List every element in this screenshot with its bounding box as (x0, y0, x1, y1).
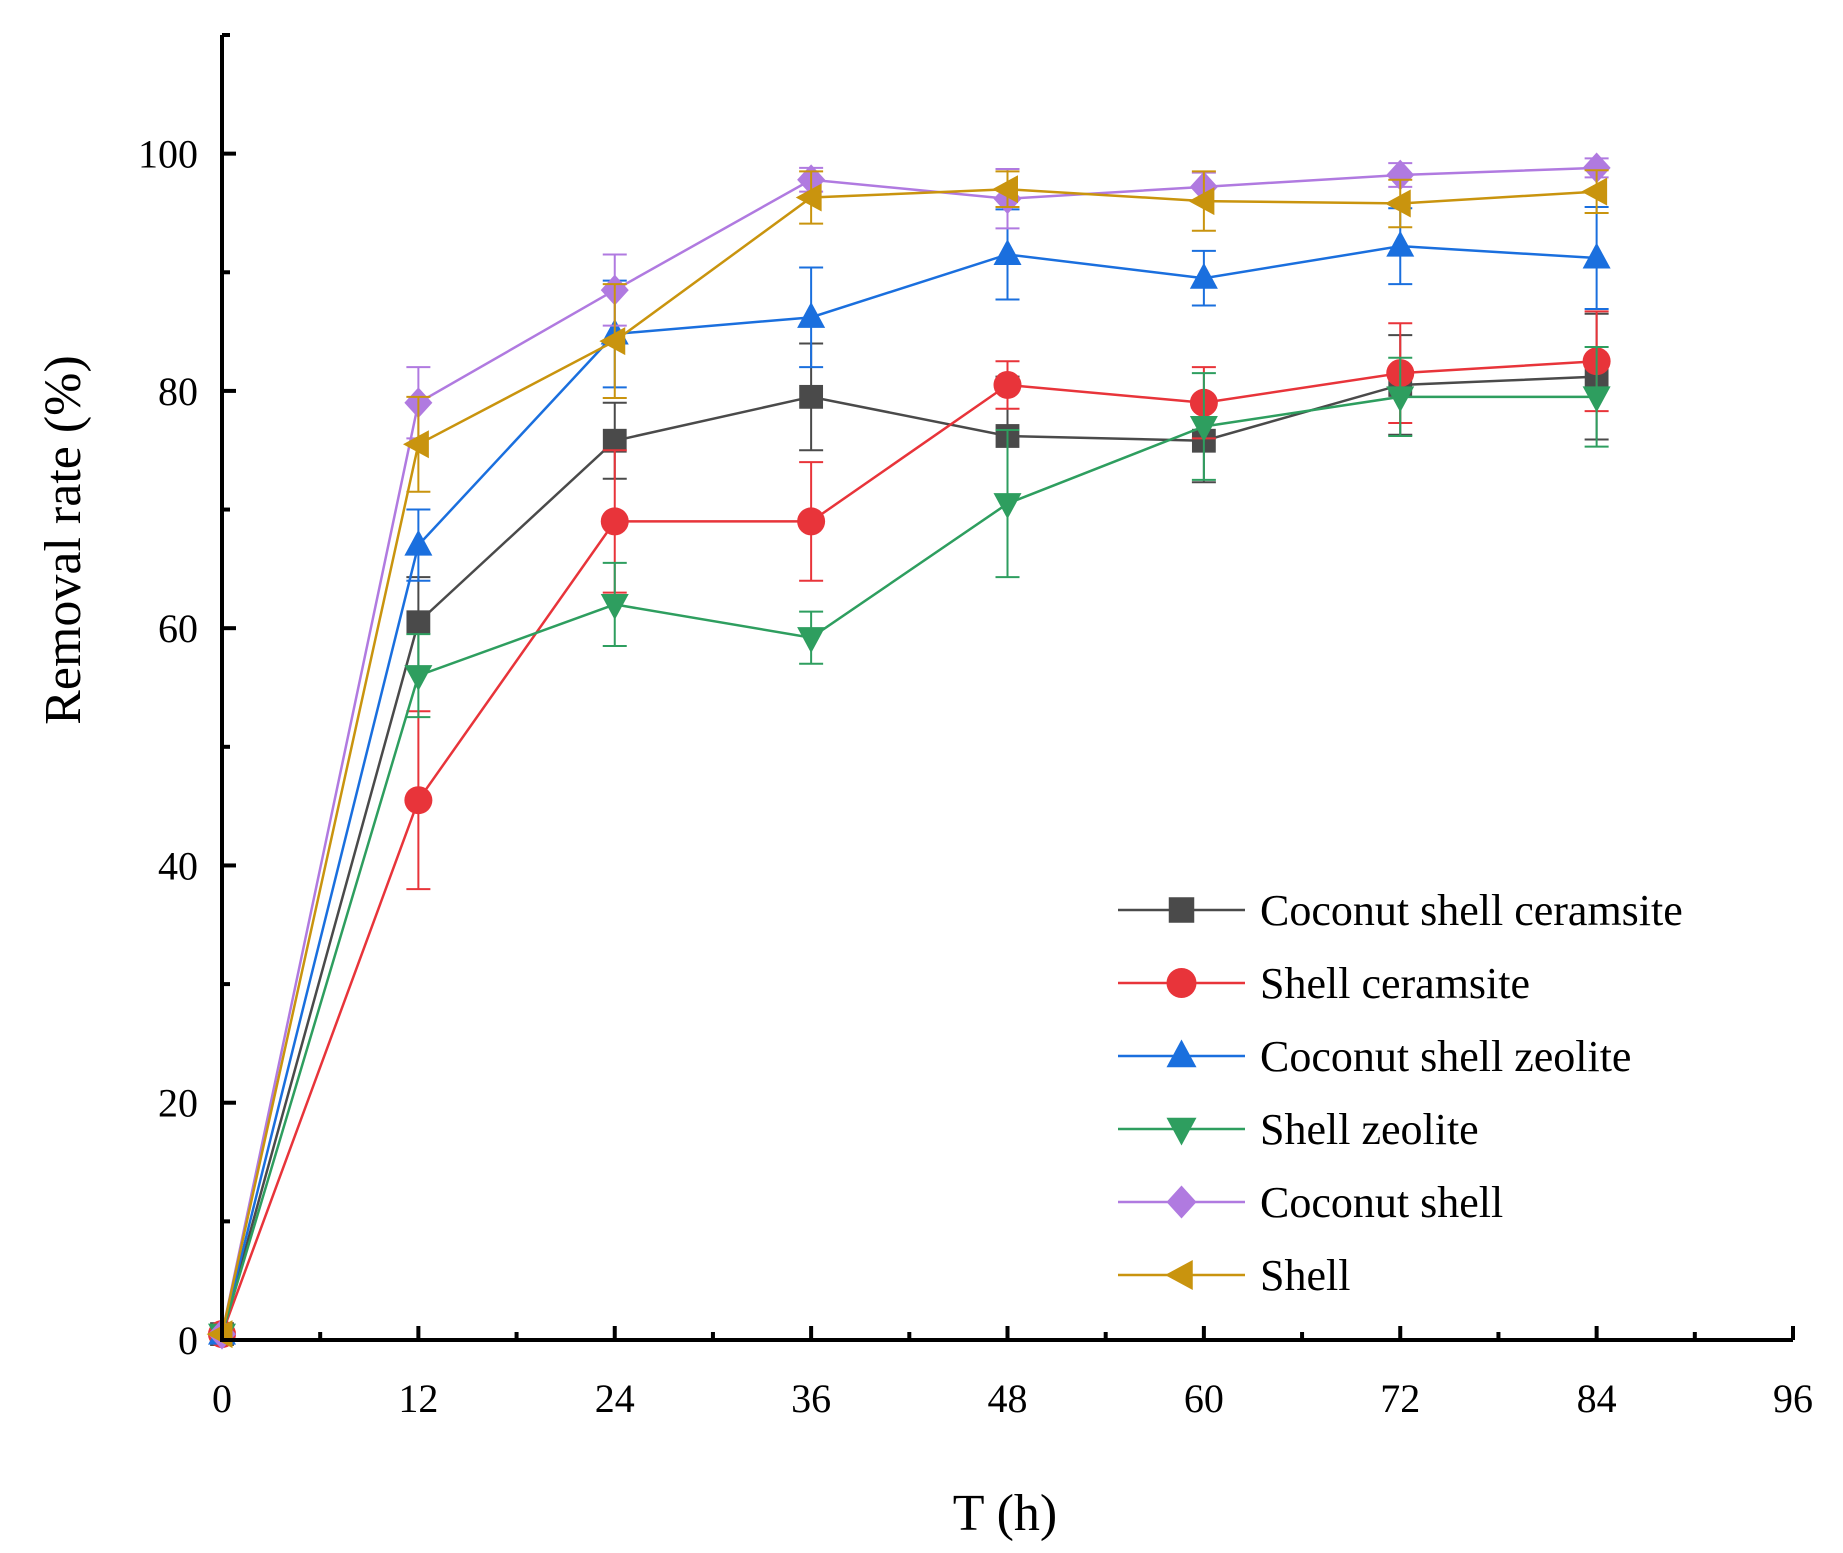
data-point (1582, 152, 1611, 184)
legend-marker (1168, 897, 1195, 923)
series-line (220, 360, 1597, 1335)
legend-marker (1165, 1260, 1193, 1290)
legend-item-shell-ceramsite: Shell ceramsite (1118, 959, 1530, 1008)
series-line (220, 375, 1597, 1335)
y-tick-label: 100 (138, 132, 198, 177)
data-point (799, 384, 824, 409)
legend-item-coconut-shell-ceramsite: Coconut shell ceramsite (1118, 886, 1683, 935)
data-point (993, 370, 1022, 399)
y-tick-label: 20 (158, 1081, 198, 1126)
y-tick-label: 80 (158, 369, 198, 414)
legend-item-shell: Shell (1118, 1251, 1350, 1300)
legend-label: Shell ceramsite (1260, 959, 1530, 1008)
legend-marker (1166, 968, 1197, 998)
data-point (1189, 262, 1218, 289)
data-point (1582, 386, 1611, 413)
series-line (220, 395, 1597, 1335)
data-point (797, 627, 826, 654)
legend-label: Coconut shell ceramsite (1260, 886, 1683, 935)
x-tick-label: 96 (1773, 1376, 1813, 1421)
series-line (220, 244, 1597, 1335)
data-point (993, 239, 1022, 265)
x-tick-label: 36 (791, 1376, 831, 1421)
data-point (1386, 386, 1415, 413)
x-axis-title: T (h) (953, 1485, 1057, 1542)
x-tick-label: 0 (212, 1376, 232, 1421)
y-tick-label: 40 (158, 843, 198, 888)
data-point (402, 430, 429, 459)
legend-marker (1166, 1185, 1197, 1219)
series-layer (206, 152, 1611, 1350)
y-axis-title: Removal rate (%) (35, 355, 92, 725)
data-point (404, 786, 433, 815)
x-tick-label: 48 (988, 1376, 1028, 1421)
legend-label: Coconut shell zeolite (1260, 1032, 1631, 1081)
data-point (1384, 189, 1411, 218)
x-tick-label: 12 (398, 1376, 438, 1421)
legend-item-coconut-shell-zeolite: Coconut shell zeolite (1118, 1032, 1631, 1081)
data-point (795, 183, 822, 212)
data-point (797, 301, 826, 328)
x-tick-label: 72 (1380, 1376, 1420, 1421)
data-point (404, 529, 433, 556)
series-line (220, 187, 1597, 1335)
series-line (220, 166, 1597, 1335)
y-tick-label: 60 (158, 606, 198, 651)
legend-label: Coconut shell (1260, 1178, 1503, 1227)
data-point (1582, 242, 1611, 269)
data-point (406, 610, 431, 635)
data-point (602, 428, 627, 453)
x-tick-label: 84 (1577, 1376, 1617, 1421)
y-tick-label: 0 (178, 1318, 198, 1363)
data-point (797, 507, 826, 536)
series-shell (206, 169, 1609, 1349)
legend-label: Shell (1260, 1251, 1350, 1300)
data-point (1386, 230, 1415, 257)
data-point (599, 327, 626, 356)
data-point (1581, 177, 1608, 206)
data-point (992, 175, 1018, 204)
data-point (600, 507, 629, 536)
x-tick-label: 24 (595, 1376, 635, 1421)
legend-item-coconut-shell: Coconut shell (1118, 1178, 1503, 1227)
x-tick-label: 60 (1184, 1376, 1224, 1421)
legend-item-shell-zeolite: Shell zeolite (1118, 1105, 1479, 1154)
legend: Coconut shell ceramsite Shell ceramsite Co… (1118, 886, 1683, 1300)
data-point (1386, 159, 1415, 191)
legend-label: Shell zeolite (1260, 1105, 1479, 1154)
legend-marker (1166, 1117, 1197, 1146)
data-point (1188, 187, 1215, 216)
data-point (600, 593, 629, 620)
axes (220, 33, 1795, 1342)
tick-labels: 0 12 24 36 48 60 72 84 96 0 20 40 60 80 100 (138, 132, 1813, 1421)
data-point (1189, 416, 1218, 442)
data-point (993, 493, 1022, 520)
data-point (404, 665, 433, 692)
legend-marker (1166, 1039, 1197, 1068)
